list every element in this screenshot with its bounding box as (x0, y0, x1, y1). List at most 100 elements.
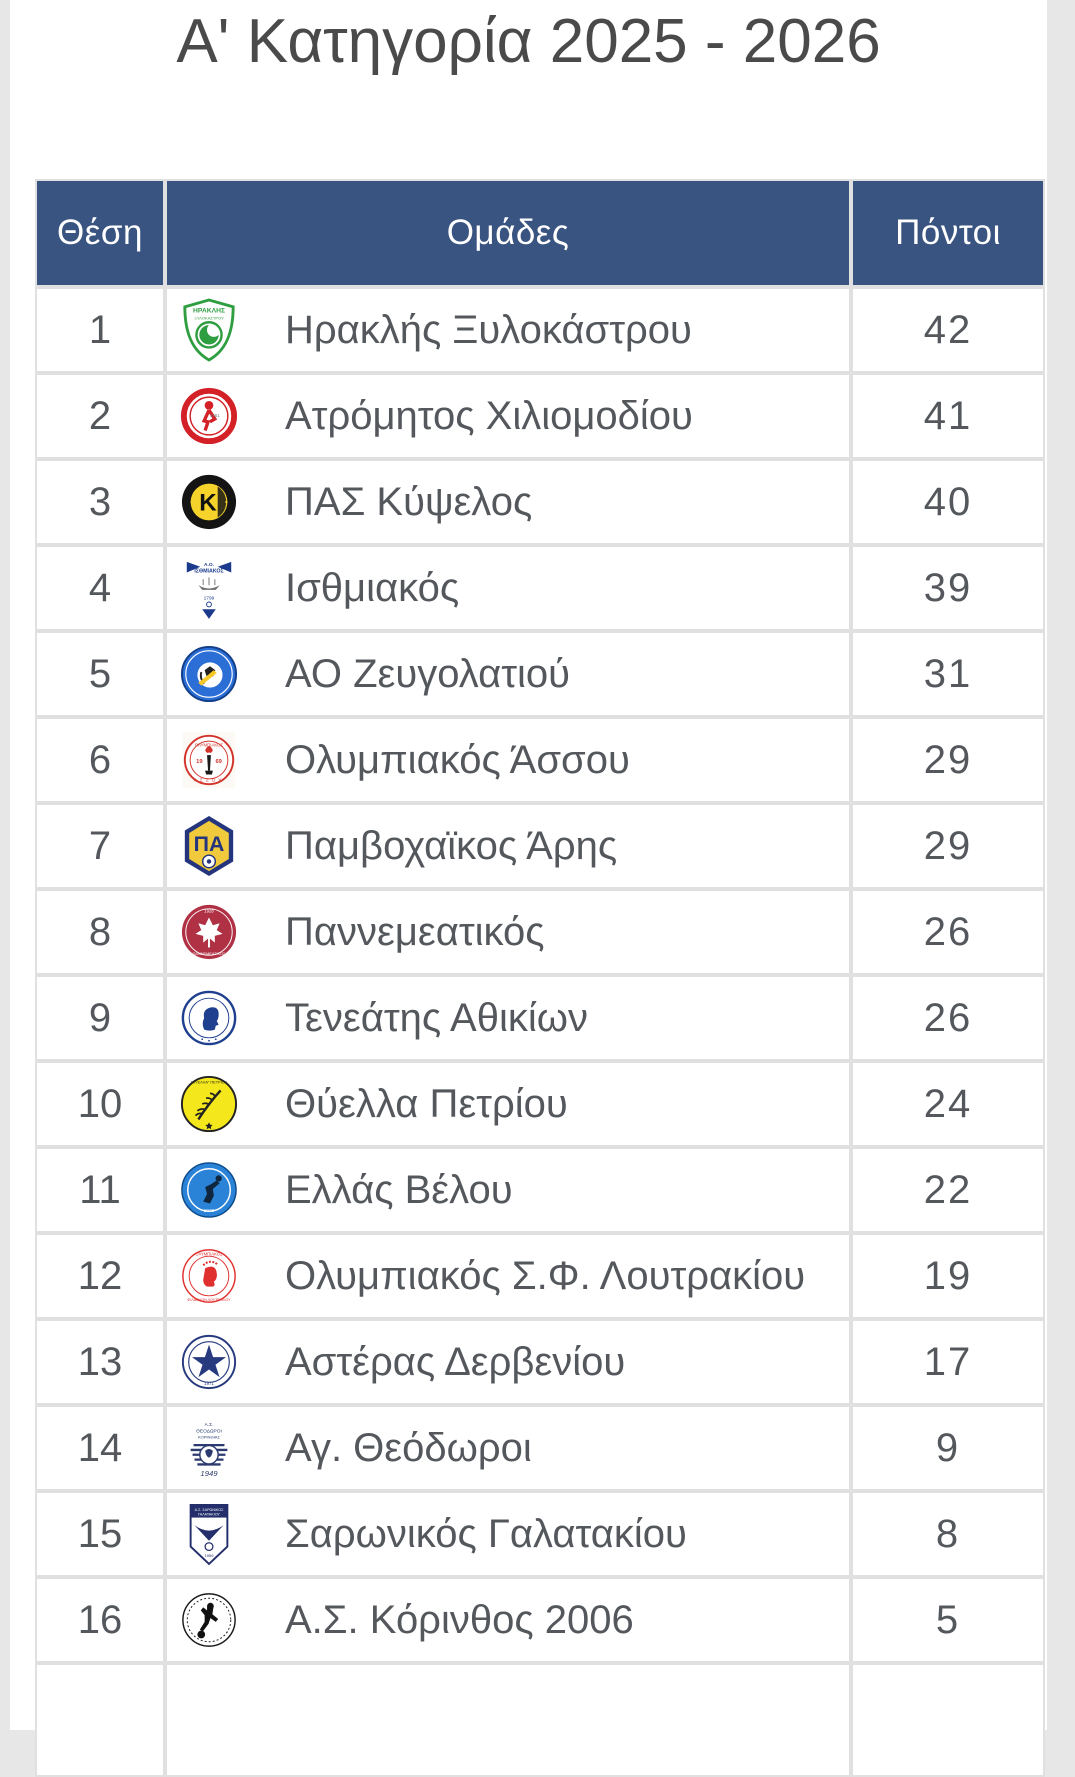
points-cell: 5 (853, 1579, 1043, 1661)
svg-text:ΠΑΝΝΕΜΕΑΤΙΚΟΣ: ΠΑΝΝΕΜΕΑΤΙΚΟΣ (193, 952, 226, 956)
svg-text:1949: 1949 (200, 1469, 218, 1478)
team-cell: 1961 Ατρόμητος Χιλιομοδίου (167, 375, 849, 457)
position-cell: 14 (37, 1407, 163, 1489)
team-cell: ΑΟ Ζευγολατιού (167, 633, 849, 715)
team-name: Παμβοχαϊκος Άρης (285, 823, 618, 868)
points-cell: 31 (853, 633, 1043, 715)
points-cell: 19 (853, 1235, 1043, 1317)
team-cell: 1928 Ελλάς Βέλου (167, 1149, 849, 1231)
content-card: Α' Κατηγορία 2025 - 2026 Θέση Ομάδες Πόν… (10, 0, 1047, 1777)
team-name: Σαρωνικός Γαλατακίου (285, 1511, 687, 1556)
thyella-petriou-crest-icon: "ΘΥΕΛΛΑ" ΠΕΤΡΙΟΥ (179, 1069, 239, 1139)
pas-kypselos-crest-icon: K (179, 467, 239, 537)
team-name: Τενεάτης Αθικίων (285, 995, 588, 1040)
team-cell: ΗΡΑΚΛΗΣ ΞΥΛΟΚΑΣΤΡΟΥ Ηρακλής Ξυλοκάστρου (167, 289, 849, 371)
empty-cell (167, 1665, 849, 1775)
iraklis-xylokastrou-crest-icon: ΗΡΑΚΛΗΣ ΞΥΛΟΚΑΣΤΡΟΥ (179, 295, 239, 365)
team-cell: "ΘΥΕΛΛΑ" ΠΕΤΡΙΟΥ Θύελλα Πετρίου (167, 1063, 849, 1145)
position-cell: 2 (37, 375, 163, 457)
team-name: Ολυμπιακός Σ.Φ. Λουτρακίου (285, 1253, 806, 1298)
points-cell: 17 (853, 1321, 1043, 1403)
team-cell: ΠΑ Παμβοχαϊκος Άρης (167, 805, 849, 887)
svg-text:ΠΑ: ΠΑ (194, 832, 225, 856)
empty-cell (37, 1665, 163, 1775)
svg-text:1928: 1928 (204, 1208, 215, 1214)
points-cell: 24 (853, 1063, 1043, 1145)
svg-text:1799: 1799 (204, 596, 215, 602)
saronikos-galatakiou-crest-icon: Α.Σ. ΣΑΡΩΝΙΚΟΣ ΓΑΛΑΤΑΚΙΟΥ 1959 (179, 1499, 239, 1569)
team-cell: Α.Σ. ΣΑΡΩΝΙΚΟΣ ΓΑΛΑΤΑΚΙΟΥ 1959 Σαρωνικός… (167, 1493, 849, 1575)
team-cell: Α.Σ. ΘΕΟΔΩΡΟΙ ΚΟΡΙΝΘΙΑΣ 1949 Αγ. Θεόδωρο… (167, 1407, 849, 1489)
svg-text:ΟΛΥΜΠΙΑΚΟΣ: ΟΛΥΜΠΙΑΚΟΣ (195, 1252, 223, 1257)
points-cell: 9 (853, 1407, 1043, 1489)
svg-text:ΘΕΟΔΩΡΟΙ: ΘΕΟΔΩΡΟΙ (196, 1429, 222, 1435)
position-cell: 4 (37, 547, 163, 629)
team-cell: 1971 Αστέρας Δερβενίου (167, 1321, 849, 1403)
olympiakos-assou-crest-icon: ΟΛΥΜΠΙΑΚΟΣ 19 69 ΑΣΣΟΥ (179, 725, 239, 795)
position-cell: 16 (37, 1579, 163, 1661)
position-cell: 12 (37, 1235, 163, 1317)
isthmiakos-crest-icon: Α.Ο. ΙΣΘΜΙΑΚΟΣ 1799 (179, 553, 239, 623)
asteras-derveniou-crest-icon: 1971 (179, 1327, 239, 1397)
position-cell: 7 (37, 805, 163, 887)
team-cell: Α.Σ. Κόρινθος 2006 (167, 1579, 849, 1661)
team-name: Αγ. Θεόδωροι (285, 1425, 532, 1470)
column-header-position: Θέση (37, 181, 163, 285)
points-cell: 29 (853, 805, 1043, 887)
position-cell: 5 (37, 633, 163, 715)
points-cell: 22 (853, 1149, 1043, 1231)
position-cell: 8 (37, 891, 163, 973)
svg-text:"ΘΥΕΛΛΑ" ΠΕΤΡΙΟΥ: "ΘΥΕΛΛΑ" ΠΕΤΡΙΟΥ (191, 1081, 228, 1085)
svg-text:ΞΥΛΟΚΑΣΤΡΟΥ: ΞΥΛΟΚΑΣΤΡΟΥ (194, 315, 224, 320)
svg-text:1971: 1971 (204, 1381, 214, 1386)
team-cell: ΟΛΥΜΠΙΑΚΟΣ 19 69 ΑΣΣΟΥ Ολυμπιακός Άσσου (167, 719, 849, 801)
position-cell: 6 (37, 719, 163, 801)
position-cell: 15 (37, 1493, 163, 1575)
column-header-points: Πόντοι (853, 181, 1043, 285)
team-name: Α.Σ. Κόρινθος 2006 (285, 1597, 634, 1642)
page-title: Α' Κατηγορία 2025 - 2026 (176, 7, 881, 76)
position-cell: 13 (37, 1321, 163, 1403)
team-name: Ολυμπιακός Άσσου (285, 737, 630, 782)
points-cell: 39 (853, 547, 1043, 629)
atromitos-chiliomodiou-crest-icon: 1961 (179, 381, 239, 451)
teneatis-athikion-crest-icon (179, 983, 239, 1053)
points-cell: 41 (853, 375, 1043, 457)
team-cell: K ΠΑΣ Κύψελος (167, 461, 849, 543)
empty-cell (853, 1665, 1043, 1775)
svg-text:19: 19 (196, 759, 203, 765)
points-cell: 26 (853, 891, 1043, 973)
points-cell: 8 (853, 1493, 1043, 1575)
pannemeatikos-crest-icon: 1928 ΠΑΝΝΕΜΕΑΤΙΚΟΣ (179, 897, 239, 967)
points-cell: 29 (853, 719, 1043, 801)
svg-text:ΗΡΑΚΛΗΣ: ΗΡΑΚΛΗΣ (193, 308, 225, 315)
position-cell: 10 (37, 1063, 163, 1145)
team-cell: Α.Ο. ΙΣΘΜΙΑΚΟΣ 1799 Ισθμιακός (167, 547, 849, 629)
team-cell: ΟΛΥΜΠΙΑΚΟΣ ΦΙΛΑΘΛΩΝ ΛΟΥΤΡΑΚΙΟΥ Ολυμπιακό… (167, 1235, 849, 1317)
svg-text:1959: 1959 (204, 1553, 214, 1558)
ao-zevgolatiou-crest-icon (179, 639, 239, 709)
svg-text:ΙΣΘΜΙΑΚΟΣ: ΙΣΘΜΙΑΚΟΣ (194, 569, 224, 575)
column-header-teams: Ομάδες (167, 181, 849, 285)
points-cell: 26 (853, 977, 1043, 1059)
position-cell: 9 (37, 977, 163, 1059)
position-cell: 11 (37, 1149, 163, 1231)
svg-text:K: K (199, 490, 217, 517)
team-name: Παννεμεατικός (285, 909, 545, 954)
points-cell: 40 (853, 461, 1043, 543)
svg-text:ΦΙΛΑΘΛΩΝ ΛΟΥΤΡΑΚΙΟΥ: ΦΙΛΑΘΛΩΝ ΛΟΥΤΡΑΚΙΟΥ (187, 1298, 231, 1302)
position-cell: 1 (37, 289, 163, 371)
svg-text:1928: 1928 (204, 909, 214, 914)
team-name: Ελλάς Βέλου (285, 1167, 513, 1212)
as-korinthos-2006-crest-icon (179, 1585, 239, 1655)
team-name: Ατρόμητος Χιλιομοδίου (285, 393, 693, 438)
svg-text:1961: 1961 (210, 413, 220, 418)
team-cell: 1928 ΠΑΝΝΕΜΕΑΤΙΚΟΣ Παννεμεατικός (167, 891, 849, 973)
svg-text:69: 69 (215, 759, 222, 765)
ellas-velou-crest-icon: 1928 (179, 1155, 239, 1225)
svg-text:ΓΑΛΑΤΑΚΙΟΥ: ΓΑΛΑΤΑΚΙΟΥ (198, 1513, 220, 1517)
standings-table: Θέση Ομάδες Πόντοι 1 ΗΡΑΚΛΗΣ ΞΥΛΟΚΑΣΤΡΟΥ… (35, 179, 1045, 1777)
svg-text:ΟΛΥΜΠΙΑΚΟΣ: ΟΛΥΜΠΙΑΚΟΣ (195, 742, 224, 747)
svg-text:ΑΣΣΟΥ: ΑΣΣΟΥ (194, 777, 225, 783)
team-name: Ισθμιακός (285, 565, 460, 610)
